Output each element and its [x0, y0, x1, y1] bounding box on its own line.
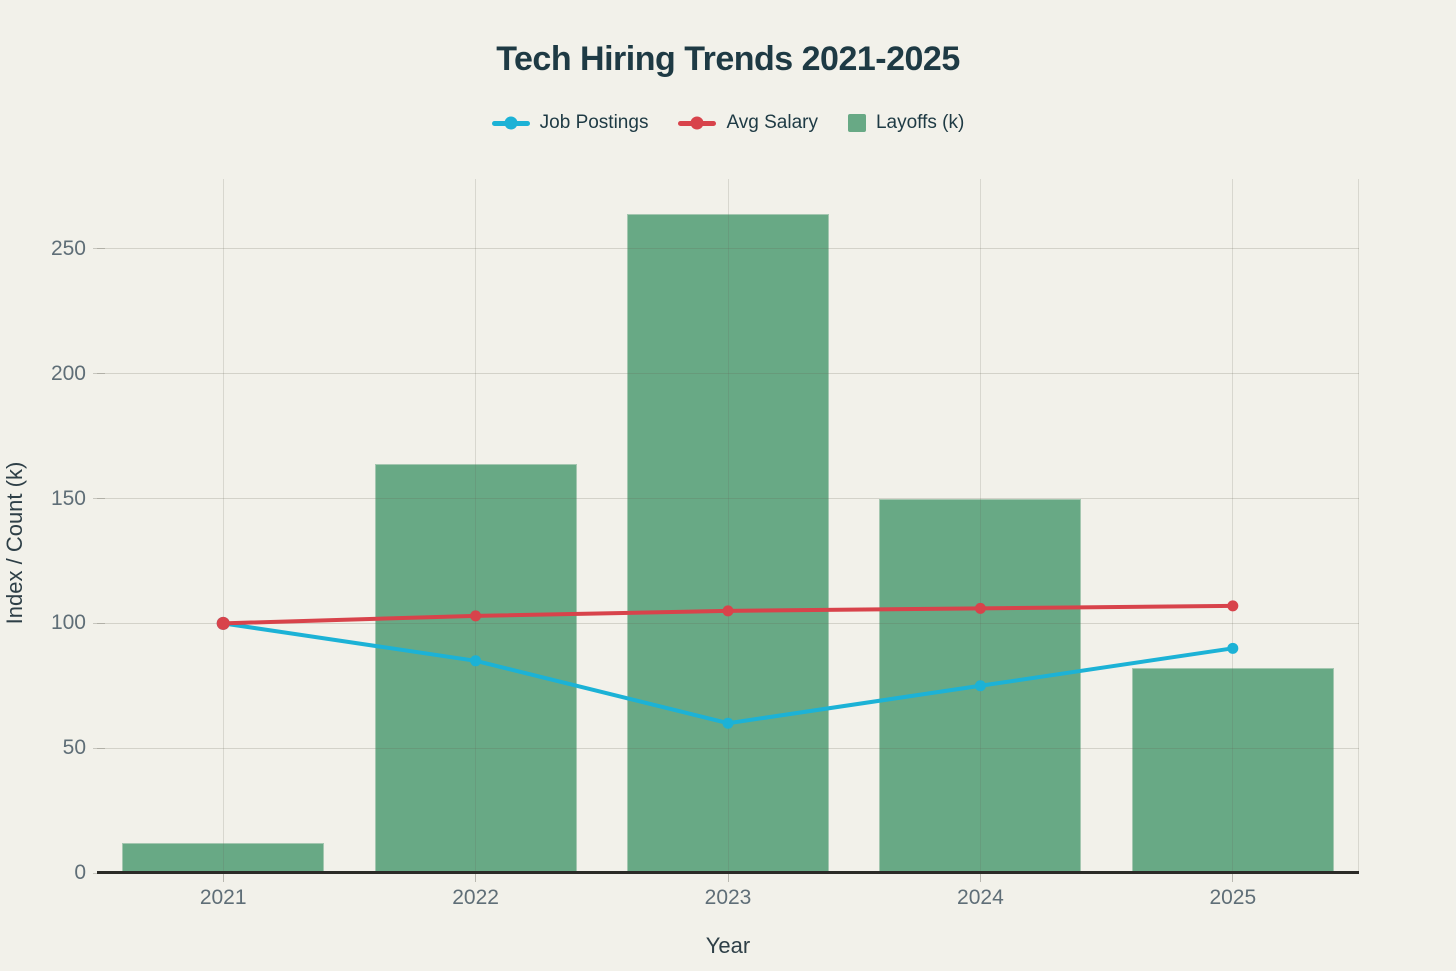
data-point-job-postings-2024 — [974, 680, 986, 692]
chart-title: Tech Hiring Trends 2021-2025 — [496, 40, 960, 78]
x-tick-label: 2023 — [704, 886, 752, 909]
x-tick-mark — [1232, 874, 1234, 882]
plot-right-boundary — [1358, 179, 1359, 873]
y-tick-label: 250 — [50, 236, 86, 260]
gridline-x-2025 — [1232, 179, 1234, 873]
gridline-x-2021 — [222, 179, 224, 873]
gridline-x-2022 — [475, 179, 477, 873]
legend-item-job-postings[interactable]: Job Postings — [491, 112, 649, 134]
data-point-avg-salary-2022 — [470, 610, 482, 622]
data-point-avg-salary-2025 — [1227, 600, 1239, 612]
y-tick-mark — [93, 373, 105, 375]
y-tick-label: 200 — [50, 361, 86, 385]
gridline-y-50 — [97, 747, 1359, 749]
y-tick-mark — [93, 248, 105, 250]
layoffs-square-marker-icon — [847, 114, 866, 132]
bar-2025 — [1131, 668, 1334, 873]
y-tick-label: 100 — [50, 611, 86, 635]
x-tick-mark — [222, 874, 224, 882]
y-tick-mark — [93, 622, 105, 624]
x-tick-mark — [475, 874, 477, 882]
y-tick-label: 150 — [50, 486, 86, 510]
gridline-x-2024 — [979, 179, 981, 873]
legend-item-layoffs[interactable]: Layoffs (k) — [847, 112, 965, 134]
data-point-job-postings-2022 — [470, 655, 482, 667]
data-point-avg-salary-2023 — [722, 605, 734, 617]
data-point-job-postings-2023 — [722, 717, 734, 729]
line-series-layer — [216, 600, 1239, 729]
gridline-y-200 — [97, 373, 1359, 375]
legend-label: Layoffs (k) — [875, 112, 965, 133]
job-postings-line-marker-icon — [491, 116, 530, 130]
y-tick-label: 0 — [74, 861, 86, 884]
y-tick-label: 50 — [62, 736, 86, 760]
x-tick-label: 2025 — [1209, 886, 1257, 909]
legend-item-avg-salary[interactable]: Avg Salary — [678, 112, 818, 134]
gridline-y-250 — [97, 248, 1359, 250]
x-tick-mark — [979, 874, 981, 882]
bar-2021 — [122, 843, 325, 873]
data-point-avg-salary-2024 — [974, 602, 986, 614]
x-tick-label: 2021 — [199, 886, 247, 909]
x-tick-mark — [727, 874, 729, 882]
data-point-avg-salary-2021 — [216, 616, 230, 630]
bar-2023 — [627, 213, 829, 873]
gridline-x-2023 — [727, 179, 729, 873]
bar-2022 — [374, 463, 577, 873]
data-point-job-postings-2025 — [1227, 642, 1239, 654]
x-tick-label: 2022 — [452, 886, 499, 909]
y-tick-mark — [93, 498, 105, 500]
line-job-postings — [221, 621, 1235, 726]
avg-salary-line-marker-icon — [678, 116, 717, 130]
x-axis-title: Year — [705, 933, 751, 958]
x-axis-line — [97, 871, 1359, 874]
plot-area — [97, 179, 1359, 873]
chart-legend: Job Postings Avg Salary Layoffs (k) — [0, 112, 1456, 134]
gridline-y-100 — [97, 622, 1359, 624]
legend-label: Job Postings — [539, 112, 649, 133]
y-tick-mark — [93, 747, 105, 749]
gridline-y-150 — [97, 498, 1359, 500]
x-tick-label: 2024 — [957, 886, 1004, 909]
legend-label: Avg Salary — [726, 112, 818, 133]
